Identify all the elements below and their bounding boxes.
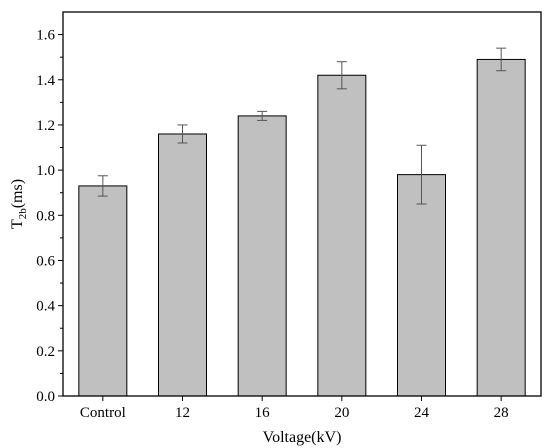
bar-control [78, 185, 128, 397]
bar-24 [397, 174, 446, 397]
bar-20 [317, 74, 367, 397]
y-axis-label-main: T [9, 219, 26, 229]
error-bar-20 [336, 61, 347, 90]
y-tick-label: 1.6 [36, 28, 55, 44]
x-axis-ticks: Control 12 16 20 24 28 [80, 396, 509, 421]
x-tick-label: 16 [255, 405, 271, 421]
y-axis-label: T2b(ms) [9, 179, 29, 229]
y-tick-label: 1.2 [36, 118, 55, 134]
y-tick-label: 0.6 [36, 253, 55, 269]
y-tick-label: 0.0 [36, 389, 55, 405]
error-bar-12 [177, 124, 188, 144]
x-tick-label: 24 [414, 405, 430, 421]
y-tick-label: 1.4 [36, 73, 55, 89]
x-tick-label: Control [80, 405, 126, 421]
y-tick-label: 0.2 [36, 344, 55, 360]
x-tick-label: 12 [175, 405, 190, 421]
y-tick-label: 0.8 [36, 208, 55, 224]
x-tick-label: 20 [334, 405, 349, 421]
y-axis-label-unit: (ms) [9, 179, 26, 208]
error-bars-group [97, 47, 507, 205]
error-bar-28 [496, 47, 507, 72]
error-bar-24 [416, 144, 427, 205]
plot-frame [62, 11, 542, 397]
bars-group [78, 58, 526, 397]
bar-12 [158, 133, 207, 397]
bar-28 [476, 58, 526, 397]
x-axis-label: Voltage(kV) [263, 429, 342, 446]
error-bar-control [97, 175, 108, 197]
y-axis-ticks: 0.0 0.2 0.4 0.6 0.8 1.0 1.2 1.4 1.6 [36, 28, 63, 405]
x-tick-label: 28 [494, 405, 509, 421]
error-bar-16 [257, 110, 268, 121]
y-tick-label: 1.0 [36, 163, 55, 179]
y-tick-label: 0.4 [36, 299, 55, 315]
bar-16 [237, 115, 287, 397]
y-axis-label-sub: 2b [17, 208, 29, 220]
